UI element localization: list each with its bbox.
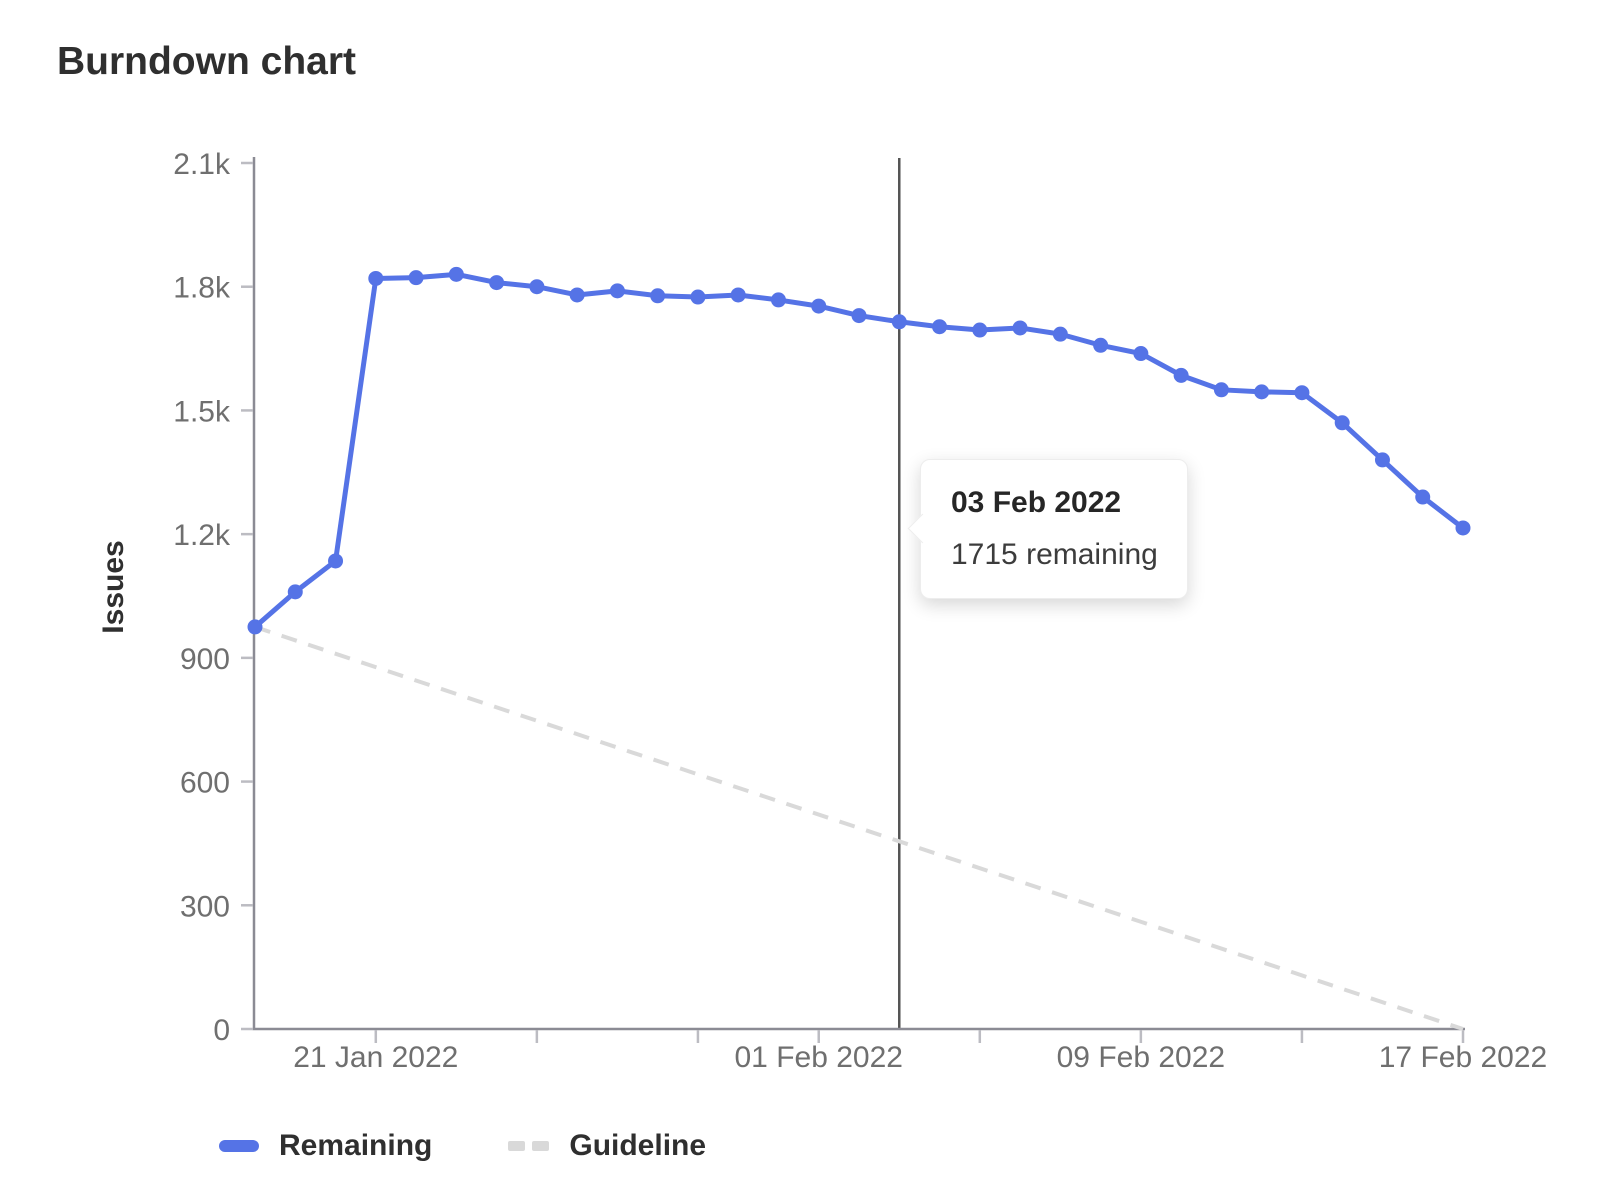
remaining-data-point[interactable]	[851, 308, 867, 324]
x-tick-label: 01 Feb 2022	[734, 1041, 902, 1074]
remaining-data-point[interactable]	[690, 289, 706, 305]
remaining-data-point[interactable]	[368, 270, 384, 286]
legend-item-remaining[interactable]: Remaining	[219, 1129, 432, 1163]
remaining-data-point[interactable]	[287, 584, 303, 600]
remaining-data-point[interactable]	[932, 319, 948, 335]
y-tick-label: 300	[180, 890, 230, 923]
remaining-data-point[interactable]	[1334, 415, 1350, 431]
x-tick-label: 09 Feb 2022	[1057, 1041, 1225, 1074]
remaining-data-point[interactable]	[448, 266, 464, 282]
chart-legend: Remaining Guideline	[219, 1129, 706, 1163]
y-tick-label: 1.8k	[173, 272, 231, 305]
remaining-data-point[interactable]	[1012, 320, 1028, 336]
y-tick-label: 900	[180, 643, 230, 676]
axes	[252, 157, 1465, 1031]
legend-item-guideline[interactable]: Guideline	[508, 1129, 706, 1163]
remaining-data-point[interactable]	[891, 314, 907, 330]
remaining-data-point[interactable]	[972, 322, 988, 338]
remaining-data-point[interactable]	[1455, 520, 1471, 536]
remaining-data-point[interactable]	[770, 292, 786, 308]
y-tick-label: 2.1k	[173, 148, 231, 181]
remaining-data-point[interactable]	[408, 270, 424, 286]
guideline-swatch-icon	[508, 1141, 550, 1151]
tooltip-value: 1715 remaining	[951, 538, 1158, 571]
remaining-data-point[interactable]	[328, 553, 344, 569]
remaining-data-point[interactable]	[1133, 346, 1149, 362]
guideline-series-line	[254, 625, 1464, 1031]
chart-tooltip: 03 Feb 2022 1715 remaining	[907, 459, 1188, 599]
legend-label-remaining: Remaining	[279, 1129, 433, 1162]
y-tick-label: 0	[213, 1014, 230, 1047]
remaining-data-point[interactable]	[1213, 382, 1229, 398]
legend-label-guideline: Guideline	[569, 1129, 707, 1162]
remaining-data-point[interactable]	[730, 287, 746, 303]
page-title: Burndown chart	[57, 40, 356, 83]
remaining-series-line	[252, 271, 1466, 630]
remaining-data-point[interactable]	[489, 275, 505, 291]
x-tick-label: 21 Jan 2022	[293, 1041, 458, 1074]
y-tick-label: 1.2k	[173, 519, 231, 552]
remaining-data-point[interactable]	[609, 283, 625, 299]
y-tick-label: 1.5k	[173, 395, 231, 428]
remaining-data-point[interactable]	[1415, 489, 1431, 505]
remaining-data-point[interactable]	[1093, 337, 1109, 353]
remaining-data-point[interactable]	[1052, 326, 1068, 342]
remaining-data-point[interactable]	[650, 288, 666, 304]
remaining-swatch-icon	[219, 1140, 259, 1152]
remaining-data-point[interactable]	[811, 298, 827, 314]
remaining-data-point[interactable]	[1374, 452, 1390, 468]
remaining-data-point[interactable]	[247, 619, 263, 635]
tooltip-date: 03 Feb 2022	[951, 486, 1122, 519]
y-tick-label: 600	[180, 767, 230, 800]
remaining-data-point[interactable]	[1294, 385, 1310, 401]
remaining-data-point[interactable]	[1254, 384, 1270, 400]
remaining-data-point[interactable]	[529, 279, 545, 295]
remaining-data-point[interactable]	[1173, 367, 1189, 383]
x-tick-label: 17 Feb 2022	[1379, 1041, 1547, 1074]
remaining-data-point[interactable]	[569, 287, 585, 303]
